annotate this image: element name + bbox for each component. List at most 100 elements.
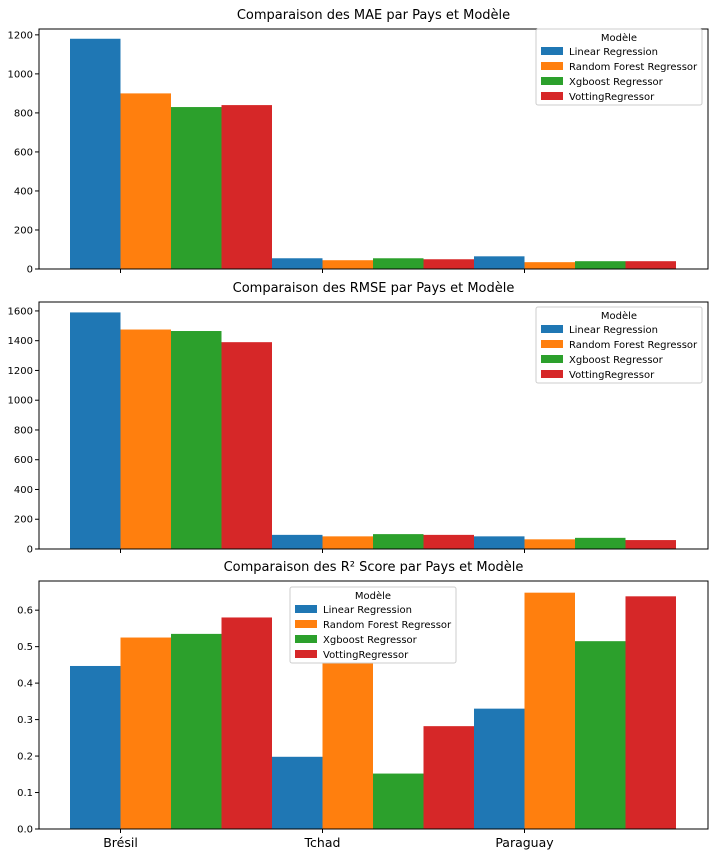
chart-title: Comparaison des MAE par Pays et Modèle bbox=[237, 8, 510, 23]
legend-title: Modèle bbox=[355, 590, 391, 602]
bar-xgboost-regressor-paraguay bbox=[575, 537, 626, 549]
bar-vottingregressor-paraguay bbox=[625, 540, 676, 549]
legend-swatch-xgboost-regressor bbox=[541, 77, 563, 85]
y-tick-label: 200 bbox=[14, 225, 33, 236]
bar-random-forest-regressor-paraguay bbox=[524, 592, 575, 829]
legend-swatch-xgboost-regressor bbox=[541, 355, 563, 363]
y-tick-label: 0 bbox=[27, 545, 33, 556]
bar-vottingregressor-tchad bbox=[423, 534, 474, 549]
legend-label-linear-regression: Linear Regression bbox=[323, 605, 412, 616]
y-tick-label: 0 bbox=[27, 265, 33, 276]
legend: Modèle Linear Regression Random Forest Reg… bbox=[535, 28, 703, 106]
bar-linear-regression-br-sil bbox=[70, 38, 121, 269]
y-tick-label: 1200 bbox=[8, 366, 33, 377]
x-tick-label-paraguay: Paraguay bbox=[495, 835, 554, 850]
bar-linear-regression-paraguay bbox=[474, 256, 525, 269]
bar-linear-regression-paraguay bbox=[474, 536, 525, 549]
legend-swatch-random-forest-regressor bbox=[541, 62, 563, 70]
axes-frame bbox=[38, 301, 709, 550]
bar-linear-regression-br-sil bbox=[70, 312, 121, 549]
bar-vottingregressor-tchad bbox=[423, 726, 474, 829]
legend-label-linear-regression: Linear Regression bbox=[569, 325, 658, 336]
legend-label-vottingregressor: VottingRegressor bbox=[569, 370, 655, 381]
bar-xgboost-regressor-tchad bbox=[373, 534, 424, 549]
bar-xgboost-regressor-br-sil bbox=[171, 633, 222, 829]
legend: Modèle Linear Regression Random Forest Reg… bbox=[535, 306, 703, 384]
y-tick-label: 600 bbox=[14, 147, 33, 158]
legend-swatch-linear-regression bbox=[541, 47, 563, 55]
legend-box bbox=[535, 28, 703, 106]
legend-label-xgboost-regressor: Xgboost Regressor bbox=[569, 355, 664, 366]
legend-swatch-vottingregressor bbox=[541, 370, 563, 378]
legend-label-vottingregressor: VottingRegressor bbox=[323, 650, 409, 661]
chart-panel-1: Comparaison des MAE par Pays et Modèle 0 2… bbox=[8, 8, 709, 276]
bar-xgboost-regressor-tchad bbox=[373, 773, 424, 829]
bar-vottingregressor-br-sil bbox=[221, 342, 272, 549]
y-tick-label: 0.2 bbox=[17, 752, 33, 763]
y-tick-label: 800 bbox=[14, 425, 33, 436]
bar-random-forest-regressor-tchad bbox=[322, 260, 373, 269]
chart-panel-3: Comparaison des R² Score par Pays et Mod… bbox=[17, 560, 709, 850]
legend-swatch-random-forest-regressor bbox=[541, 340, 563, 348]
y-tick-label: 1600 bbox=[8, 306, 33, 317]
bar-xgboost-regressor-br-sil bbox=[171, 107, 222, 269]
y-tick-label: 400 bbox=[14, 186, 33, 197]
legend: Modèle Linear Regression Random Forest Reg… bbox=[289, 586, 457, 664]
x-tick-label-br-sil: Brésil bbox=[103, 835, 138, 850]
legend-swatch-random-forest-regressor bbox=[295, 620, 317, 628]
legend-label-xgboost-regressor: Xgboost Regressor bbox=[569, 77, 664, 88]
legend-swatch-linear-regression bbox=[541, 325, 563, 333]
bar-vottingregressor-br-sil bbox=[221, 617, 272, 829]
bar-random-forest-regressor-paraguay bbox=[524, 539, 575, 549]
bar-xgboost-regressor-paraguay bbox=[575, 641, 626, 829]
legend-title: Modèle bbox=[601, 310, 637, 322]
bar-vottingregressor-paraguay bbox=[625, 261, 676, 269]
y-tick-label: 1000 bbox=[8, 396, 33, 407]
y-tick-label: 600 bbox=[14, 455, 33, 466]
bar-linear-regression-tchad bbox=[272, 534, 323, 549]
legend-label-vottingregressor: VottingRegressor bbox=[569, 92, 655, 103]
y-tick-label: 1000 bbox=[8, 69, 33, 80]
x-tick-label-tchad: Tchad bbox=[304, 835, 341, 850]
legend-box bbox=[289, 586, 457, 664]
y-tick-label: 0.0 bbox=[17, 825, 33, 836]
bar-xgboost-regressor-paraguay bbox=[575, 261, 626, 269]
legend-label-random-forest-regressor: Random Forest Regressor bbox=[569, 340, 698, 351]
legend-swatch-linear-regression bbox=[295, 605, 317, 613]
bar-xgboost-regressor-tchad bbox=[373, 258, 424, 269]
bar-linear-regression-tchad bbox=[272, 756, 323, 829]
bar-random-forest-regressor-br-sil bbox=[120, 637, 171, 829]
bar-vottingregressor-paraguay bbox=[625, 596, 676, 829]
legend-label-linear-regression: Linear Regression bbox=[569, 47, 658, 58]
legend-swatch-vottingregressor bbox=[541, 92, 563, 100]
bar-linear-regression-br-sil bbox=[70, 665, 121, 829]
bar-vottingregressor-br-sil bbox=[221, 105, 272, 269]
legend-title: Modèle bbox=[601, 32, 637, 44]
y-tick-label: 0.5 bbox=[17, 642, 33, 653]
chart-title: Comparaison des R² Score par Pays et Mod… bbox=[224, 560, 524, 575]
bar-linear-regression-tchad bbox=[272, 258, 323, 269]
legend-swatch-vottingregressor bbox=[295, 650, 317, 658]
bar-linear-regression-paraguay bbox=[474, 708, 525, 829]
y-tick-label: 0.6 bbox=[17, 606, 33, 617]
y-tick-label: 0.1 bbox=[17, 788, 33, 799]
bar-vottingregressor-tchad bbox=[423, 259, 474, 269]
y-tick-label: 800 bbox=[14, 108, 33, 119]
legend-label-random-forest-regressor: Random Forest Regressor bbox=[569, 62, 698, 73]
bar-random-forest-regressor-tchad bbox=[322, 536, 373, 549]
bar-random-forest-regressor-br-sil bbox=[120, 329, 171, 549]
chart-title: Comparaison des RMSE par Pays et Modèle bbox=[233, 281, 515, 296]
bar-random-forest-regressor-paraguay bbox=[524, 262, 575, 269]
y-tick-label: 400 bbox=[14, 485, 33, 496]
axes-frame bbox=[38, 580, 709, 830]
y-tick-label: 0.3 bbox=[17, 715, 33, 726]
bar-random-forest-regressor-br-sil bbox=[120, 93, 171, 269]
legend-label-xgboost-regressor: Xgboost Regressor bbox=[323, 635, 418, 646]
y-tick-label: 0.4 bbox=[17, 679, 33, 690]
legend-box bbox=[535, 306, 703, 384]
y-tick-label: 200 bbox=[14, 515, 33, 526]
y-tick-label: 1200 bbox=[8, 30, 33, 41]
y-tick-label: 1400 bbox=[8, 336, 33, 347]
legend-swatch-xgboost-regressor bbox=[295, 635, 317, 643]
